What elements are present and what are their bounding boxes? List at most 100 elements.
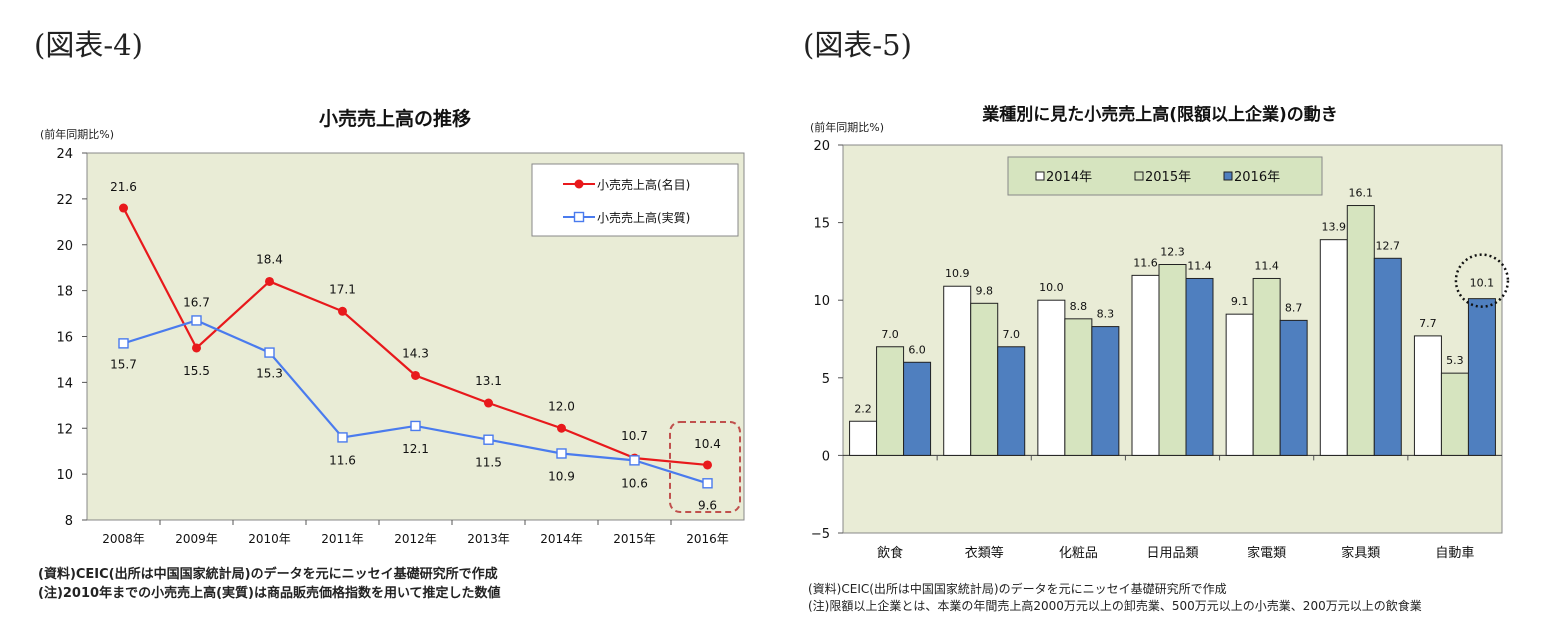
- bar-value-label: 7.7: [1419, 317, 1437, 330]
- bar-2015年: [1346, 205, 1375, 456]
- x-tick-label: 家具類: [1341, 545, 1380, 561]
- point-real: [629, 455, 640, 466]
- bar-2015年: [1158, 264, 1187, 456]
- bar-value-label: 11.6: [1133, 256, 1158, 269]
- bar-2016年: [903, 361, 932, 456]
- y-tick-label: 12: [56, 422, 73, 437]
- bar-value-label: 2.2: [854, 402, 872, 415]
- bar-2015年: [876, 346, 905, 456]
- figure-5-label: (図表-5): [803, 28, 912, 62]
- bar-2014年: [1413, 335, 1442, 456]
- y-tick-label: −5: [811, 527, 830, 542]
- bar-value-label: 10.0: [1039, 281, 1064, 294]
- bar-2016年: [1373, 257, 1402, 456]
- data-label-real: 15.7: [110, 357, 137, 371]
- x-tick-label: 2016年: [686, 532, 729, 546]
- bar-value-label: 12.3: [1160, 246, 1185, 259]
- chart-title: 業種別に見た小売売上高(限額以上企業)の動き: [982, 104, 1338, 125]
- bar-value-label: 9.1: [1231, 295, 1249, 308]
- point-nominal: [265, 276, 274, 286]
- bar-2016年: [1185, 277, 1214, 456]
- y-tick-label: 10: [56, 468, 73, 483]
- x-tick-label: 2011年: [321, 532, 364, 546]
- data-label-nominal: 10.4: [694, 437, 721, 451]
- fig5-source-note: (資料)CEIC(出所は中国国家統計局)のデータを元にニッセイ基礎研究所で作成: [808, 582, 1227, 596]
- highlight-box-2016: [669, 421, 741, 513]
- data-label-nominal: 15.5: [183, 364, 210, 378]
- y-tick-label: 24: [56, 147, 73, 162]
- legend: 小売売上高(名目) 小売売上高(実質): [531, 163, 739, 237]
- bar-2015年: [970, 302, 999, 456]
- y-axis-label: (前年同期比%): [810, 120, 884, 134]
- x-tick-label: 2012年: [394, 532, 437, 546]
- y-tick-label: 14: [56, 376, 73, 391]
- legend-swatch-2014年: [1035, 171, 1045, 181]
- y-tick-label: 20: [56, 239, 73, 254]
- x-tick-label: 2009年: [175, 532, 218, 546]
- legend-label-nominal: 小売売上高(名目): [597, 177, 690, 192]
- data-label-nominal: 17.1: [329, 282, 356, 296]
- bar-2016年: [1091, 326, 1120, 456]
- bar-2016年: [1467, 298, 1496, 456]
- bar-value-label: 9.8: [975, 284, 993, 297]
- y-tick-label: 20: [813, 139, 830, 154]
- bar-value-label: 16.1: [1349, 187, 1374, 200]
- x-tick-label: 家電類: [1247, 545, 1286, 561]
- data-label-real: 12.1: [402, 442, 429, 456]
- data-label-real: 9.6: [698, 498, 717, 512]
- y-tick-label: 5: [822, 372, 830, 387]
- bar-value-label: 7.0: [1002, 328, 1020, 341]
- bar-2014年: [1131, 274, 1160, 456]
- y-tick-label: 22: [56, 193, 73, 208]
- legend-label-2015年: 2015年: [1145, 170, 1191, 185]
- data-label-real: 10.9: [548, 469, 575, 483]
- bar-2015年: [1440, 372, 1469, 456]
- highlight-circle-auto-2016: [1454, 253, 1510, 308]
- point-real: [118, 338, 129, 349]
- legend-box: [531, 163, 739, 237]
- bar-2014年: [1319, 239, 1348, 456]
- fig4-source-note: (資料)CEIC(出所は中国国家統計局)のデータを元にニッセイ基礎研究所で作成: [38, 567, 498, 582]
- legend-label-2014年: 2014年: [1046, 170, 1092, 185]
- bar-2014年: [1037, 299, 1066, 456]
- legend-marker-real: [573, 211, 585, 223]
- bar-2015年: [1252, 277, 1281, 456]
- data-label-real: 10.6: [621, 476, 648, 490]
- x-tick-label: 2015年: [613, 532, 656, 546]
- data-label-nominal: 13.1: [475, 374, 502, 388]
- bar-2016年: [997, 346, 1026, 456]
- bar-2016年: [1279, 319, 1308, 456]
- bar-value-label: 12.7: [1376, 239, 1401, 252]
- point-nominal: [411, 370, 420, 380]
- bar-value-label: 11.4: [1254, 259, 1279, 272]
- point-real: [483, 434, 494, 445]
- x-tick-label: 日用品類: [1146, 546, 1198, 561]
- data-label-real: 15.3: [256, 367, 283, 381]
- bar-value-label: 8.7: [1285, 301, 1303, 314]
- y-tick-label: 16: [56, 331, 73, 346]
- x-tick-label: 化粧品: [1059, 546, 1098, 561]
- bar-2014年: [849, 420, 878, 456]
- bar-value-label: 13.9: [1322, 221, 1347, 234]
- data-label-real: 16.7: [183, 295, 210, 309]
- data-label-nominal: 18.4: [256, 252, 283, 266]
- legend-swatch-2015年: [1134, 171, 1144, 181]
- bar-value-label: 8.3: [1097, 308, 1115, 321]
- x-tick-label: 2010年: [248, 532, 291, 546]
- data-label-real: 11.6: [329, 453, 356, 467]
- fig5-remark-note: (注)限額以上企業とは、本業の年間売上高2000万元以上の卸売業、500万元以上…: [808, 599, 1422, 613]
- bar-value-label: 11.4: [1187, 259, 1212, 272]
- data-label-real: 11.5: [475, 456, 502, 470]
- point-nominal: [192, 343, 201, 353]
- point-real: [410, 420, 421, 432]
- legend-box: [1007, 156, 1323, 196]
- legend-label-real: 小売売上高(実質): [597, 210, 690, 225]
- legend-label-2016年: 2016年: [1234, 170, 1280, 185]
- bar-value-label: 10.9: [945, 267, 970, 280]
- x-tick-label: 自動車: [1435, 546, 1474, 561]
- point-real: [264, 347, 275, 358]
- y-tick-label: 0: [822, 449, 830, 464]
- chart-title: 小売売上高の推移: [319, 107, 471, 130]
- x-tick-label: 2013年: [467, 532, 510, 546]
- point-real: [556, 448, 567, 459]
